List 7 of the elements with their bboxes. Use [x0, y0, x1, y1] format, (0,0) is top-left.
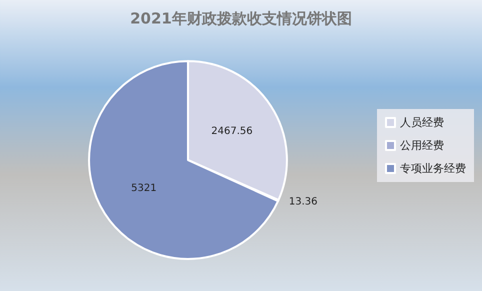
data-label: 13.36 — [288, 196, 318, 208]
legend-label: 公用经费 — [400, 139, 444, 152]
chart-title: 2021年财政拨款收支情况饼状图 — [130, 10, 352, 28]
data-label: 5321 — [131, 182, 157, 194]
data-label: 2467.56 — [211, 126, 253, 137]
legend-label: 专项业务经费 — [400, 162, 466, 175]
legend-label: 人员经费 — [400, 116, 444, 129]
